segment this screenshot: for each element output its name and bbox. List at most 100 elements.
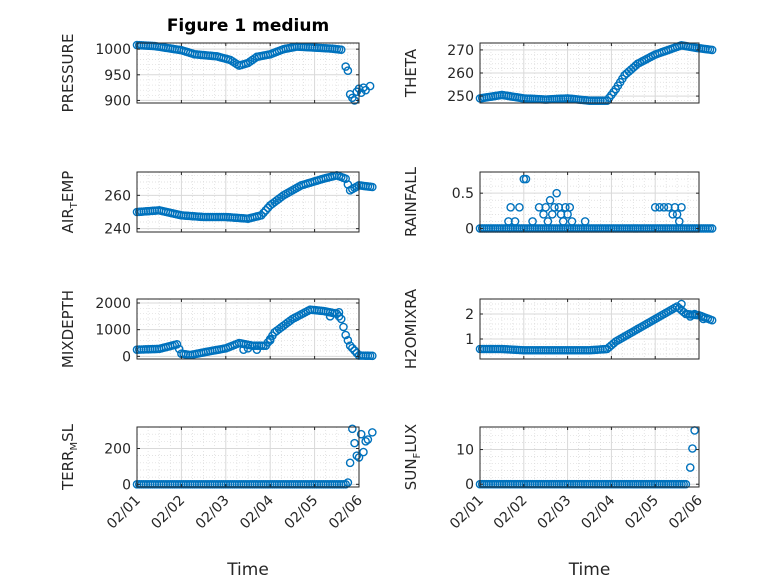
y-tick-label: 200 — [104, 441, 131, 457]
data-point — [259, 208, 268, 218]
data-point — [339, 322, 348, 332]
panel-sun_flux: 0 10 SUNFLUX 02/01 02/02 02/03 02/04 02/05 02/06… — [402, 424, 706, 580]
data-point — [558, 217, 568, 226]
data-markers — [132, 40, 375, 105]
major-grid — [480, 43, 699, 103]
data-point — [552, 188, 561, 198]
data-point — [243, 344, 253, 353]
data-point — [515, 202, 524, 212]
axes-box — [479, 171, 700, 233]
data-point — [567, 217, 577, 226]
panel-theta: 250 260 270 THETA — [402, 41, 717, 105]
data-markers — [475, 41, 717, 105]
panel-terr_msl: 0 200 TERRMSL 02/01 02/02 02/03 02/04 02/05 02/0… — [59, 423, 377, 580]
data-point — [659, 202, 669, 212]
data-point — [348, 424, 357, 434]
data-point — [334, 312, 344, 321]
y-tick-label: 0 — [465, 477, 474, 493]
y-tick-label: 270 — [447, 43, 474, 59]
data-point — [365, 81, 375, 91]
x-tick-label: 02/02 — [491, 493, 531, 533]
y-axis-label: MIXDEPTH — [59, 290, 77, 368]
data-point — [239, 345, 248, 354]
data-markers — [475, 426, 699, 489]
data-point — [685, 463, 695, 472]
data-point — [352, 451, 362, 460]
minor-grid — [137, 426, 359, 487]
data-point — [356, 429, 366, 439]
data-point — [350, 346, 359, 355]
data-point — [359, 447, 368, 457]
data-point — [252, 345, 262, 354]
y-axis-label: TERRMSL — [59, 423, 80, 491]
x-axis-label: Time — [568, 560, 611, 580]
data-point — [707, 45, 717, 55]
data-point — [343, 66, 353, 75]
y-axis-label: SUNFLUX — [402, 424, 423, 490]
data-point — [356, 88, 366, 98]
data-point — [681, 479, 691, 489]
y-tick-label: 1000 — [95, 42, 131, 58]
y-tick-label: 250 — [447, 89, 474, 105]
y-tick-label: 10 — [456, 443, 474, 459]
y-tick-label: 1 — [465, 332, 474, 348]
tick-marks — [479, 43, 700, 103]
data-point — [345, 458, 355, 468]
axes-box — [479, 426, 700, 488]
x-tick-label: 02/01 — [447, 493, 487, 533]
y-tick-label: 1000 — [95, 323, 131, 339]
data-point — [172, 340, 182, 349]
x-tick-label: 02/06 — [326, 492, 366, 532]
x-tick-label: 02/06 — [666, 492, 706, 532]
x-tick-label: 02/05 — [282, 493, 322, 533]
x-axis-label: Time — [226, 560, 269, 580]
x-tick-label: 02/03 — [535, 493, 575, 533]
axes-box — [136, 171, 360, 233]
minor-grid — [480, 427, 699, 487]
data-point — [528, 217, 537, 226]
tick-marks — [136, 172, 360, 232]
data-point — [685, 312, 695, 321]
y-tick-label: 240 — [104, 222, 131, 238]
data-point — [650, 202, 660, 212]
data-point — [565, 202, 575, 212]
panel-h2omixra: 1 2 H2OMIXRA — [402, 288, 717, 369]
data-point — [688, 444, 697, 453]
y-axis-label: RAINFALL — [402, 166, 420, 237]
tick-marks — [136, 427, 360, 487]
data-point — [336, 45, 346, 54]
data-point — [699, 314, 708, 324]
axes-box — [136, 426, 360, 488]
data-point — [363, 435, 373, 444]
y-tick-label: 900 — [104, 93, 131, 109]
data-point — [361, 437, 370, 446]
axes-box — [136, 42, 360, 104]
y-axis-label: H2OMIXRA — [402, 288, 420, 369]
data-point — [174, 344, 184, 354]
y-tick-label: 260 — [104, 188, 131, 204]
x-tick-label: 02/05 — [622, 493, 662, 533]
major-grid — [137, 299, 359, 359]
data-point — [368, 428, 377, 437]
data-point — [655, 202, 664, 212]
y-tick-label: 260 — [447, 66, 474, 82]
tick-marks — [479, 427, 700, 487]
chart-title: Figure 1 medium — [167, 16, 329, 36]
tick-marks — [136, 299, 360, 359]
data-point — [580, 217, 590, 226]
x-tick-label: 02/01 — [104, 493, 144, 533]
data-point — [541, 202, 551, 212]
data-markers — [475, 299, 717, 355]
x-tick-label: 02/02 — [148, 493, 188, 533]
y-tick-label: 0 — [122, 349, 131, 365]
data-point — [348, 93, 357, 103]
data-point — [345, 341, 355, 350]
data-point — [343, 478, 353, 487]
axes-box — [479, 298, 700, 360]
data-point — [341, 62, 350, 71]
data-point — [521, 174, 531, 184]
data-point — [550, 202, 559, 212]
panel-rainfall: 0 0.5 RAINFALL — [402, 166, 717, 237]
tick-marks — [479, 172, 700, 232]
